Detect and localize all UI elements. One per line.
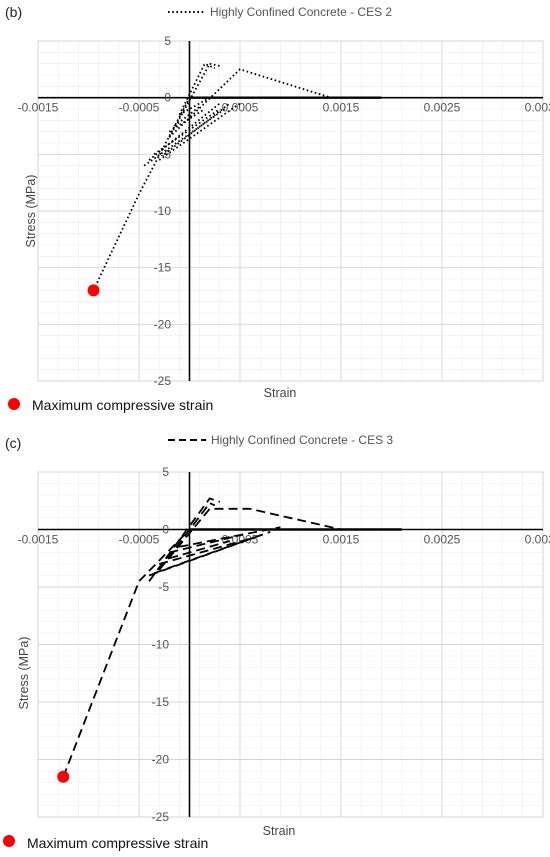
- y-tick-label: 0: [164, 91, 171, 105]
- x-tick-labels-b: -0.0015 -0.0005 0.0005 0.0015 0.0025 0.0035: [18, 101, 550, 115]
- series-line: [178, 62, 216, 116]
- legend-c: Highly Confined Concrete - CES 3: [168, 433, 393, 447]
- x-tick-label: -0.0015: [18, 101, 59, 115]
- footer-label-b: Maximum compressive strain: [32, 397, 213, 413]
- x-tick-label: 0.0035: [525, 533, 550, 547]
- x-tick-label: -0.0005: [119, 101, 160, 115]
- series-line: [153, 534, 261, 575]
- x-tick-label: 0.0025: [424, 101, 461, 115]
- panel-label-b: (b): [5, 4, 22, 20]
- panel-label-c: (c): [5, 435, 21, 451]
- footer-legend-b: Maximum compressive strain: [8, 397, 213, 413]
- footer-legend-c: Maximum compressive strain: [3, 835, 208, 851]
- series-line: [158, 507, 342, 571]
- legend-label-c: Highly Confined Concrete - CES 3: [211, 433, 393, 447]
- x-axis-title-b: Strain: [264, 386, 297, 400]
- chart-panel-c: (c) Highly Confined Concrete - CES 3 -0.…: [3, 433, 550, 851]
- footer-marker-c: [3, 835, 15, 847]
- x-tick-label: 0.0015: [323, 533, 360, 547]
- x-axis-title-c: Strain: [263, 824, 296, 838]
- y-tick-label: -20: [154, 317, 172, 331]
- chart-panel-b: (b) Highly Confined Concrete - CES 2 -0.…: [5, 4, 550, 413]
- y-axis-title-b: Stress (MPa): [24, 175, 38, 248]
- series-line: [92, 96, 382, 291]
- x-tick-labels-c: -0.0015 -0.0005 0.0005 0.0015 0.0025 0.0035: [18, 533, 550, 547]
- series-line: [173, 105, 201, 127]
- series-line: [62, 528, 402, 778]
- x-tick-label: 0.0025: [424, 533, 461, 547]
- x-tick-label: -0.0005: [119, 533, 160, 547]
- x-tick-label: 0.0005: [222, 533, 259, 547]
- y-tick-label: 5: [162, 465, 169, 479]
- series-line: [168, 68, 332, 138]
- series-c: [62, 497, 402, 778]
- max-compressive-point-c: [57, 770, 70, 783]
- y-tick-label: 5: [164, 34, 171, 48]
- grid-b: [37, 40, 544, 382]
- y-axis-title-c: Stress (MPa): [17, 637, 31, 710]
- y-tick-label: 0: [162, 523, 169, 537]
- series-b: [92, 62, 382, 291]
- series-line: [153, 108, 221, 156]
- y-tick-labels-b: 50-5-10-15-20-25: [154, 34, 172, 388]
- y-tick-label: -25: [154, 374, 172, 388]
- y-tick-label: -15: [154, 261, 172, 275]
- series-line: [168, 108, 206, 133]
- x-tick-label: -0.0015: [18, 533, 59, 547]
- x-tick-label: 0.0005: [222, 101, 259, 115]
- y-tick-labels-c: 5 0 -5 -10 -15 -20 -25: [152, 465, 170, 824]
- series-line: [169, 540, 231, 560]
- y-tick-label: -5: [158, 580, 169, 594]
- y-tick-label: -20: [152, 753, 170, 767]
- legend-label-b: Highly Confined Concrete - CES 2: [210, 5, 392, 19]
- series-line: [158, 537, 251, 565]
- series-line: [158, 501, 216, 571]
- series-line: [148, 497, 221, 582]
- y-tick-label: -15: [152, 695, 170, 709]
- footer-marker-b: [8, 398, 20, 410]
- x-tick-label: 0.0035: [525, 101, 550, 115]
- series-line: [163, 102, 231, 156]
- y-tick-label: -10: [154, 204, 172, 218]
- legend-b: Highly Confined Concrete - CES 2: [168, 5, 392, 19]
- y-tick-label: -10: [152, 638, 170, 652]
- y-tick-label: -25: [152, 810, 170, 824]
- series-line: [178, 96, 211, 116]
- max-compressive-point-b: [87, 284, 100, 297]
- footer-label-c: Maximum compressive strain: [27, 835, 208, 851]
- x-tick-label: 0.0015: [323, 101, 360, 115]
